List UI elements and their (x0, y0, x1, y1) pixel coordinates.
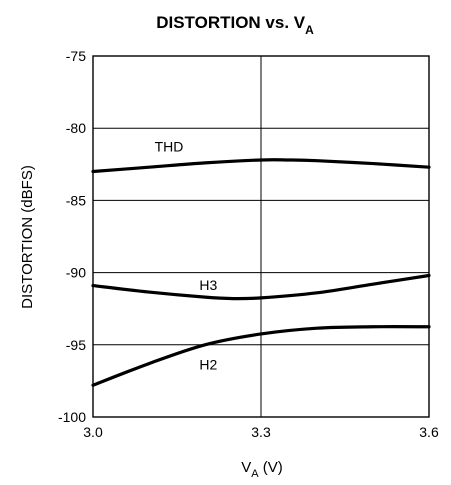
x-tick-label: 3.6 (419, 424, 439, 440)
series-line-thd (91, 158, 431, 174)
x-axis-label: VA (V) (241, 459, 283, 480)
x-tick-label: 3.3 (251, 424, 271, 440)
y-tick-label: -85 (66, 192, 86, 208)
y-tick-label: -95 (66, 337, 86, 353)
y-tick-label: -80 (66, 120, 86, 136)
x-tick-label: 3.0 (83, 424, 103, 440)
chart-title: DISTORTION vs. VA (156, 13, 314, 37)
series-line-h3 (91, 273, 431, 301)
grid (93, 56, 429, 417)
series-group: THD H3 H2 (91, 138, 431, 387)
series-label-h2: H2 (199, 356, 217, 372)
series-line-h2 (91, 325, 431, 387)
y-tick-label: -75 (66, 48, 86, 64)
y-tick-label: -90 (66, 265, 86, 281)
y-axis-label: DISTORTION (dBFS) (19, 165, 36, 309)
series-label-h3: H3 (199, 277, 217, 293)
series-label-thd: THD (155, 138, 184, 154)
y-tick-label: -100 (58, 409, 86, 425)
plot-frame (92, 55, 430, 418)
